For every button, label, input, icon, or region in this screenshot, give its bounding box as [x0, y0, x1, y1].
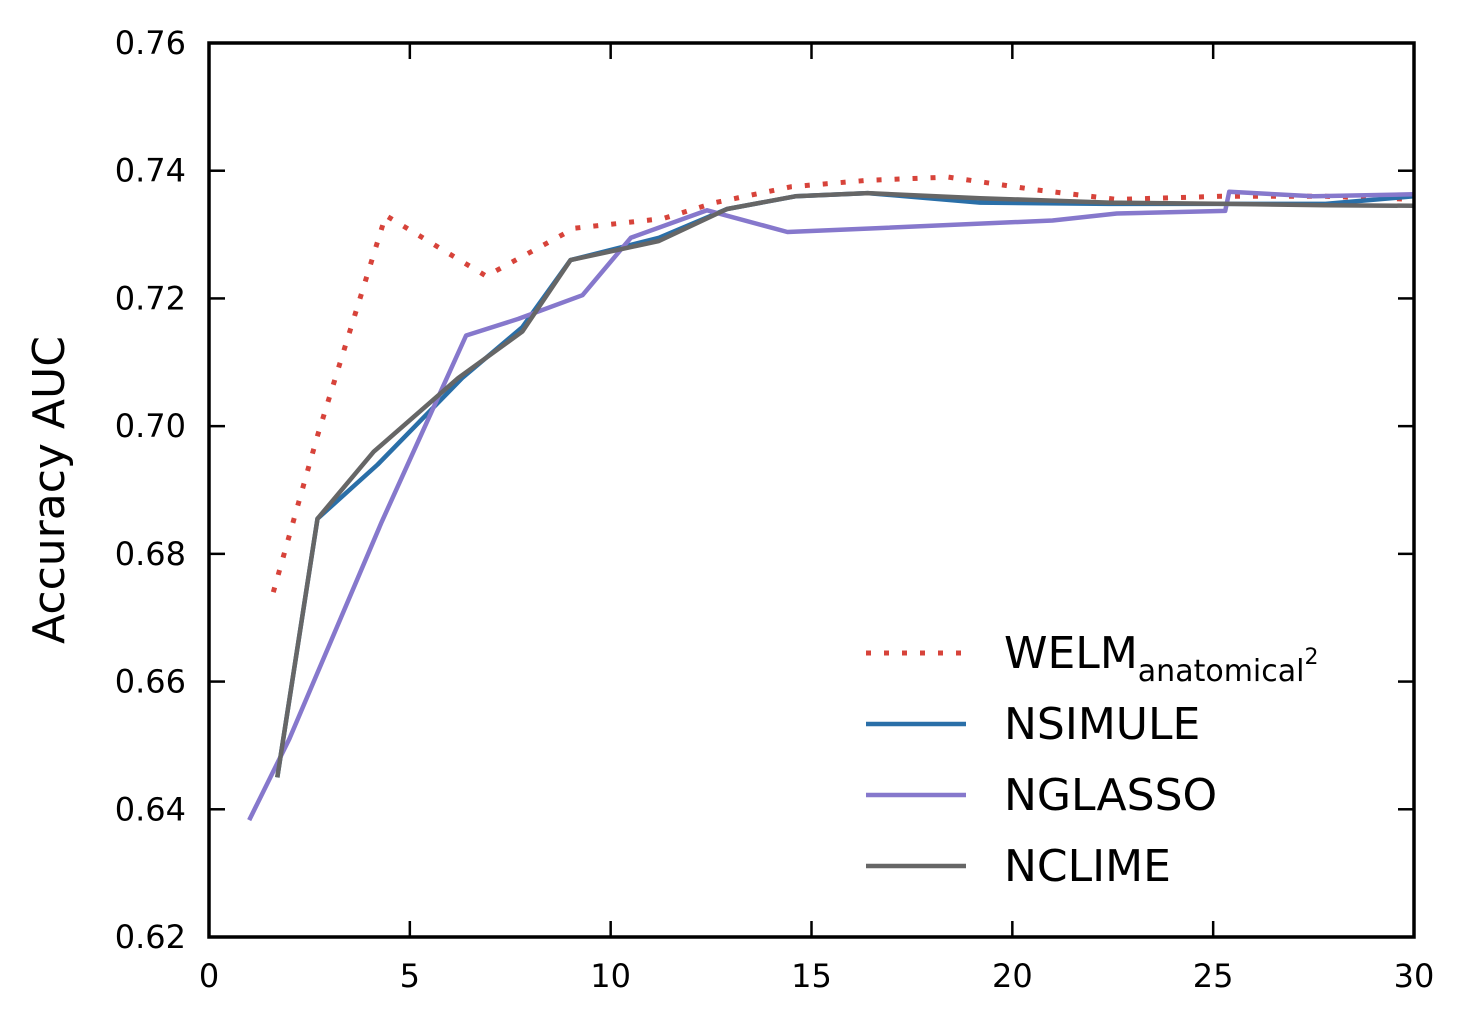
- x-tick-label: 5: [400, 957, 420, 995]
- legend-label-text: NSIMULE: [1004, 699, 1200, 750]
- tick-labels: 0 5 10 15 20 25 30 0.62 0.64 0.66 0.68 0.70 0.72 0.74…: [115, 24, 1435, 995]
- plot-area: [247, 174, 1415, 822]
- y-tick-label: 0.72: [115, 279, 186, 317]
- x-tick-label: 30: [1394, 957, 1435, 995]
- series-line-nsimule: [275, 190, 1415, 778]
- axes: [207, 41, 1416, 939]
- y-tick-label: 0.64: [115, 790, 186, 828]
- y-tick-label: 0.62: [115, 918, 186, 956]
- series-line-nglasso: [247, 189, 1415, 822]
- legend-label-text: NGLASSO: [1004, 770, 1217, 821]
- y-axis-label: Accuracy AUC: [24, 336, 75, 644]
- series-line-nclime: [275, 190, 1415, 778]
- plot-frame: [207, 41, 1416, 939]
- legend-label-text: NCLIME: [1004, 841, 1171, 892]
- legend-label-text: WELM: [1004, 628, 1138, 679]
- x-tick-label: 15: [791, 957, 832, 995]
- y-tick-label: 0.74: [115, 152, 186, 190]
- legend: WELManatomical2 NSIMULE NGLASSO NCLIME: [866, 628, 1318, 892]
- legend-label-nsimule: NSIMULE: [1004, 699, 1200, 750]
- x-tick-label: 20: [992, 957, 1033, 995]
- x-tick-label: 10: [590, 957, 631, 995]
- y-tick-label: 0.68: [115, 535, 186, 573]
- x-tick-label: 0: [199, 957, 219, 995]
- legend-label-subscript: anatomical: [1138, 654, 1305, 689]
- y-tick-label: 0.70: [115, 407, 186, 445]
- legend-label-nclime: NCLIME: [1004, 841, 1171, 892]
- axis-ticks: [207, 41, 1416, 939]
- series-line-welm: [270, 174, 1415, 593]
- y-tick-label: 0.76: [115, 24, 186, 62]
- y-tick-label: 0.66: [115, 663, 186, 701]
- legend-label-superscript: 2: [1304, 645, 1318, 670]
- x-tick-label: 25: [1193, 957, 1234, 995]
- legend-label-welm: WELManatomical2: [1004, 628, 1318, 689]
- legend-label-nglasso: NGLASSO: [1004, 770, 1217, 821]
